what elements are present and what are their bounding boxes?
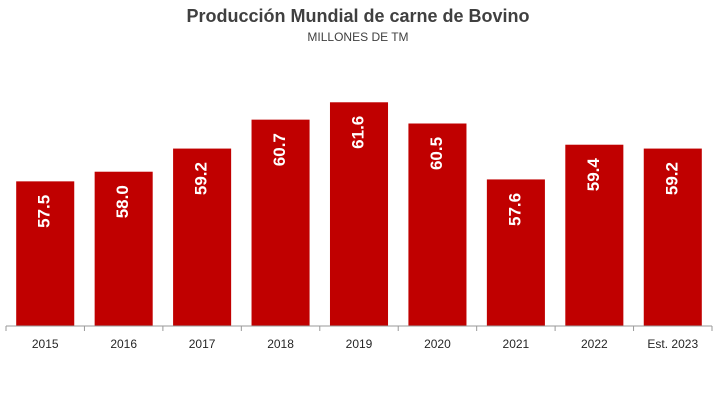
bar [486, 179, 545, 326]
chart-subtitle: MILLONES DE TM [307, 30, 408, 44]
bar [643, 148, 702, 326]
x-tick-label: 2017 [189, 337, 216, 351]
value-label: 57.6 [505, 193, 524, 226]
bar [251, 119, 310, 327]
bar [173, 148, 232, 326]
value-label: 59.2 [662, 162, 681, 195]
chart-title: Producción Mundial de carne de Bovino [186, 6, 529, 26]
value-label: 60.5 [427, 137, 446, 170]
x-tick-label: 2018 [267, 337, 294, 351]
bar [408, 123, 467, 326]
value-label: 59.4 [584, 158, 603, 192]
x-tick-label: 2016 [110, 337, 137, 351]
x-tick-label: 2021 [503, 337, 530, 351]
x-tick-label: Est. 2023 [647, 337, 698, 351]
x-tick-label: 2020 [424, 337, 451, 351]
value-label: 60.7 [270, 133, 289, 166]
bar [94, 171, 153, 326]
value-label: 61.6 [348, 116, 367, 149]
bar [565, 144, 624, 326]
x-tick-label: 2015 [32, 337, 59, 351]
x-tick-label: 2019 [346, 337, 373, 351]
bar [16, 181, 75, 326]
bar [329, 102, 389, 327]
value-label: 57.5 [35, 195, 54, 228]
x-tick-label: 2022 [581, 337, 608, 351]
value-label: 59.2 [192, 162, 211, 195]
value-label: 58.0 [113, 185, 132, 218]
